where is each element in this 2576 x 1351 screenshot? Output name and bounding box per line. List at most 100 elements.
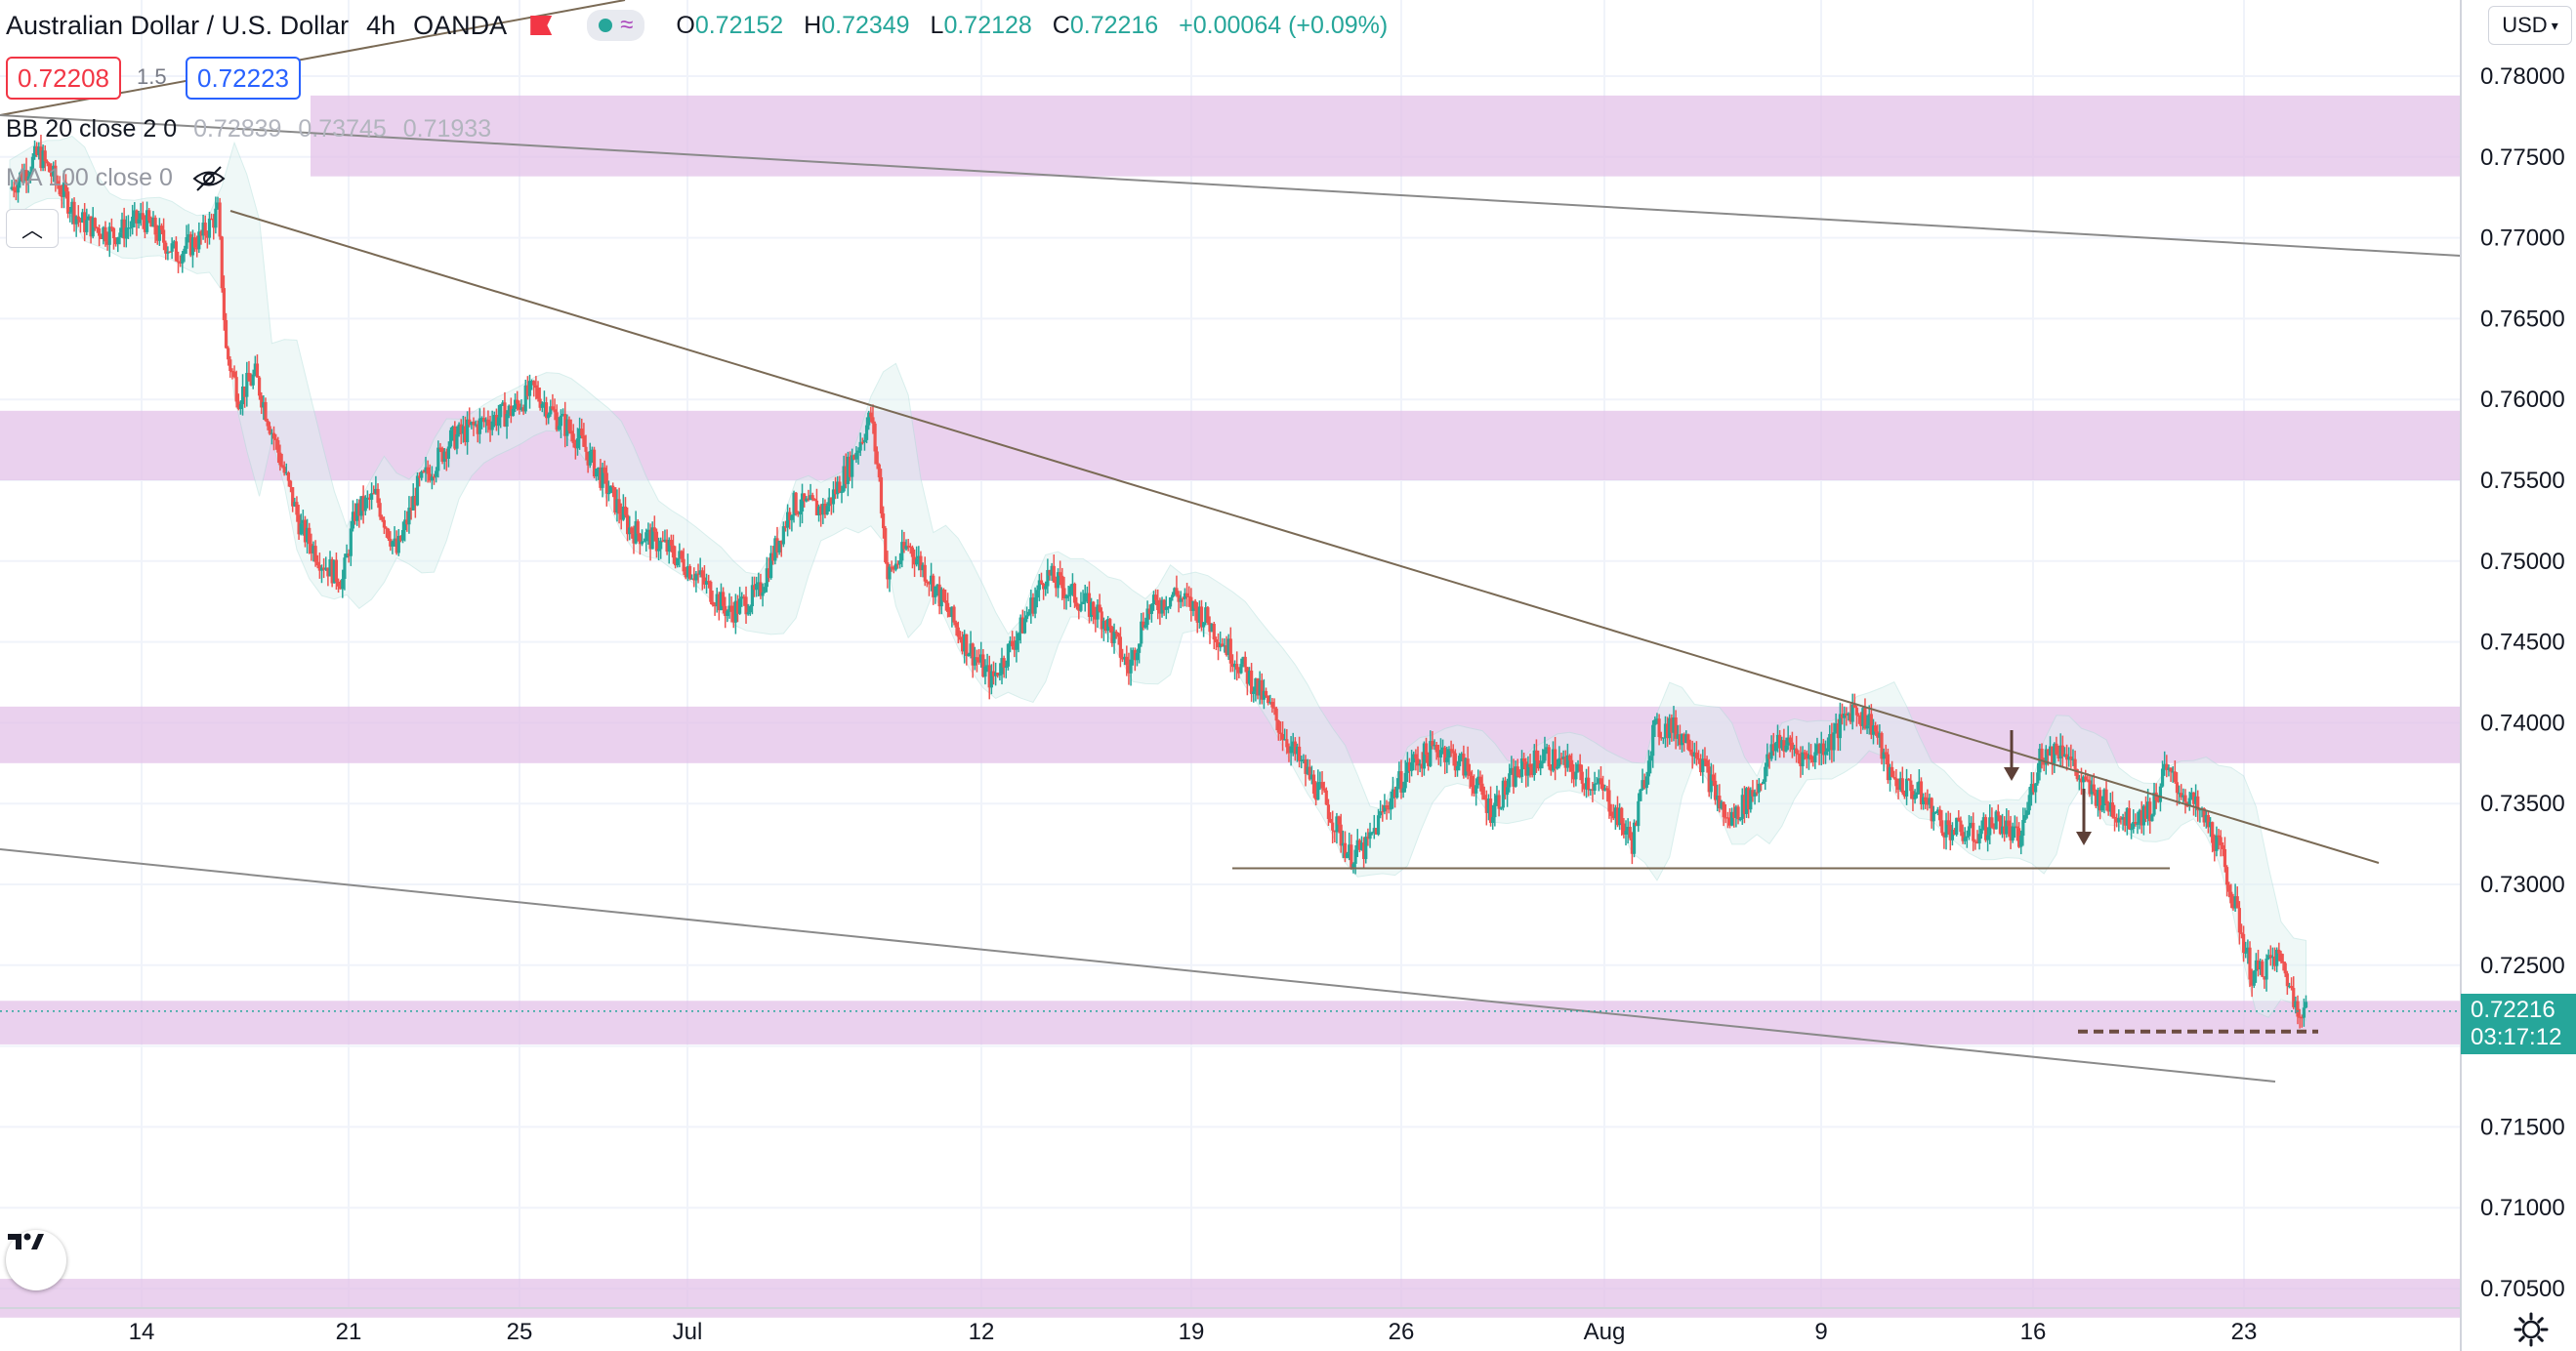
candle-body — [68, 212, 72, 214]
candle-body — [588, 451, 592, 466]
hidden-eye-icon[interactable] — [191, 164, 227, 193]
candle-body — [2150, 814, 2154, 822]
candle-body — [1221, 643, 1225, 647]
chart-header: Australian Dollar / U.S. Dollar 4h OANDA… — [6, 6, 1401, 45]
bollinger-legend[interactable]: BB 20 close 2 0 0.72839 0.73745 0.71933 — [6, 115, 491, 143]
candle-body — [107, 226, 111, 245]
candle-body — [621, 506, 625, 520]
candle-body — [1075, 602, 1079, 607]
candle-body — [1348, 844, 1351, 854]
candle-body — [315, 561, 319, 566]
candle-body — [893, 563, 897, 570]
candle-body — [1374, 828, 1379, 835]
interval-label[interactable]: 4h — [366, 10, 396, 40]
sell-button[interactable]: 0.72208 — [6, 57, 121, 100]
candle-body — [860, 441, 864, 444]
candle-body — [2027, 795, 2031, 811]
candle-body — [1551, 749, 1556, 771]
candle-body — [1480, 783, 1484, 796]
candle-body — [1790, 742, 1795, 751]
candle-body — [2235, 896, 2239, 909]
candle-body — [1103, 621, 1108, 632]
market-status-pill[interactable]: ≈ — [587, 10, 645, 41]
candle-body — [1981, 817, 1985, 829]
candle-body — [1353, 849, 1357, 864]
candle-body — [159, 225, 164, 230]
candle-body — [1567, 755, 1572, 760]
candle-body — [1429, 741, 1433, 766]
candle-body — [1024, 615, 1029, 619]
candle-body — [523, 385, 527, 412]
candle-body — [724, 605, 727, 616]
candle-body — [1219, 643, 1223, 648]
candle-body — [1181, 597, 1184, 600]
ma-legend[interactable]: MA 100 close 0 — [6, 164, 173, 192]
currency-selector[interactable]: USD ▾ — [2488, 6, 2572, 45]
flag-icon[interactable] — [530, 16, 553, 35]
candle-body — [1497, 795, 1501, 809]
candle-body — [1401, 788, 1405, 793]
candle-body — [2132, 822, 2136, 830]
candle-body — [105, 241, 109, 245]
candle-body — [308, 527, 312, 545]
time-axis-label: 21 — [336, 1319, 362, 1345]
candle-body — [1792, 748, 1797, 751]
candle-body — [1293, 741, 1297, 755]
candle-body — [293, 502, 297, 507]
candle-body — [1355, 839, 1359, 850]
candle-body — [2250, 979, 2254, 986]
buy-button[interactable]: 0.72223 — [186, 57, 301, 100]
low-value: 0.72128 — [943, 11, 1032, 39]
collapse-legend-button[interactable]: ︿ — [6, 209, 59, 248]
candle-body — [538, 398, 542, 408]
candle-body — [310, 544, 313, 553]
candle-body — [827, 497, 831, 507]
candle-body — [626, 514, 630, 535]
time-axis-label: 25 — [507, 1319, 533, 1345]
candle-body — [908, 546, 912, 549]
candle-body — [60, 194, 63, 197]
candle-body — [1252, 691, 1256, 694]
candle-body — [702, 577, 707, 585]
candle-body — [247, 373, 251, 382]
candle-body — [147, 210, 151, 221]
candle-body — [1195, 608, 1199, 623]
candle-body — [2060, 745, 2064, 757]
candle-body — [1235, 664, 1239, 670]
candle-body — [2173, 771, 2177, 783]
candle-body — [1366, 837, 1370, 839]
candle-body — [1975, 841, 1979, 843]
symbol-title[interactable]: Australian Dollar / U.S. Dollar — [6, 10, 350, 40]
candle-body — [825, 506, 829, 514]
candle-body — [472, 422, 476, 426]
candle-body — [1149, 604, 1153, 614]
candle-body — [1225, 645, 1228, 656]
price-axis-label: 0.77500 — [2480, 144, 2565, 171]
candle-body — [2084, 776, 2088, 780]
tradingview-logo-icon[interactable] — [6, 1230, 66, 1290]
bollinger-upper-value: 0.73745 — [298, 115, 387, 143]
candle-body — [343, 557, 347, 579]
candle-body — [39, 146, 43, 169]
candle-body — [87, 216, 91, 221]
candle-body — [584, 446, 588, 452]
candle-body — [319, 567, 324, 571]
candle-body — [1484, 799, 1488, 813]
candle-body — [2213, 842, 2217, 851]
candle-body — [2013, 826, 2016, 828]
candle-body — [284, 472, 288, 474]
candle-body — [168, 251, 172, 253]
candle-body — [1364, 837, 1368, 860]
gear-icon[interactable] — [2512, 1310, 2551, 1349]
ma-label: MA 100 close 0 — [6, 164, 173, 191]
candle-body — [349, 528, 353, 556]
candle-body — [1027, 611, 1031, 616]
candle-body — [1015, 640, 1018, 650]
candle-body — [829, 497, 833, 505]
candle-body — [418, 475, 422, 478]
candle-body — [601, 467, 604, 488]
candle-body — [1944, 820, 1948, 838]
candle-body — [1595, 783, 1599, 785]
